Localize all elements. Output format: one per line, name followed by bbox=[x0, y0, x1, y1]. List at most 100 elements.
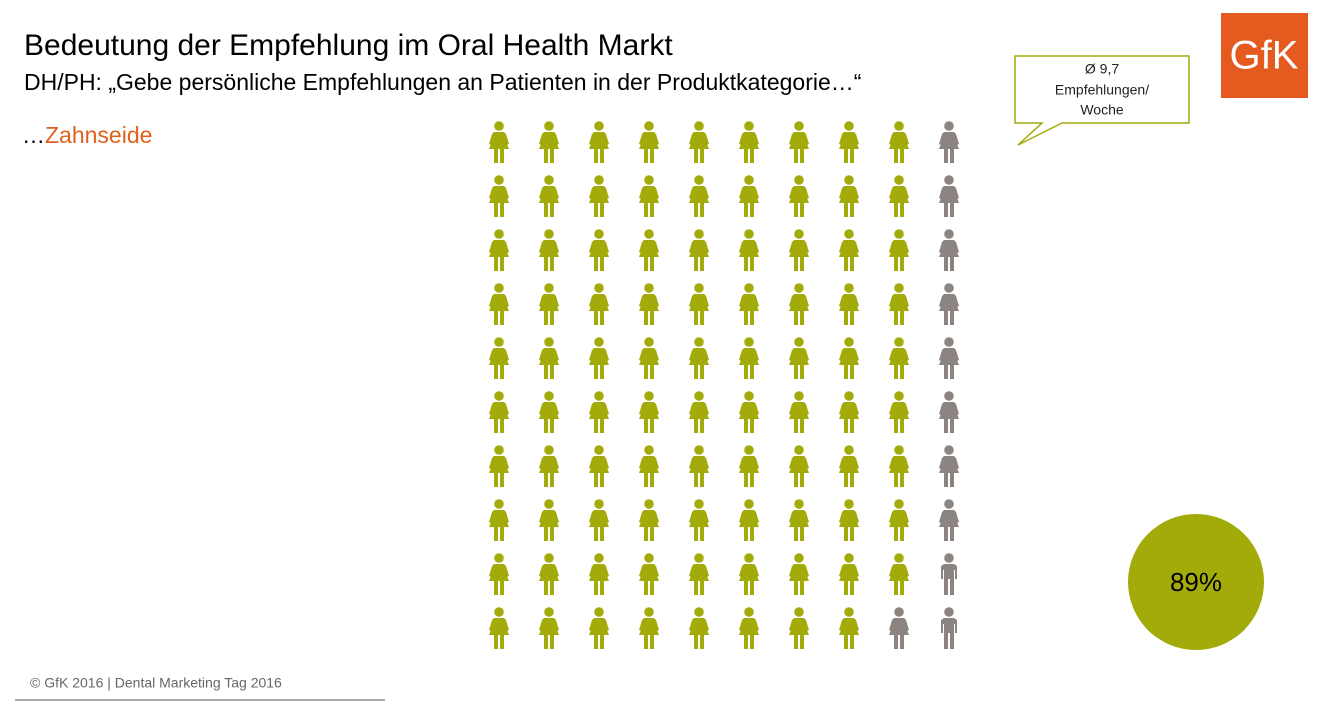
value-label: 89% bbox=[1170, 567, 1222, 597]
icon-filled bbox=[789, 175, 809, 217]
icon-empty bbox=[939, 121, 959, 163]
icon-filled bbox=[789, 121, 809, 163]
icon-filled bbox=[789, 445, 809, 487]
icon-filled bbox=[689, 499, 709, 541]
icon-filled bbox=[889, 337, 909, 379]
icon-filled bbox=[789, 229, 809, 271]
icon-filled bbox=[839, 607, 859, 649]
icon-filled bbox=[639, 391, 659, 433]
icon-filled bbox=[639, 499, 659, 541]
icon-filled bbox=[589, 499, 609, 541]
icon-filled bbox=[839, 553, 859, 595]
icon-filled bbox=[539, 553, 559, 595]
icon-filled bbox=[739, 337, 759, 379]
icon-filled bbox=[639, 229, 659, 271]
icon-filled bbox=[489, 391, 509, 433]
icon-filled bbox=[539, 229, 559, 271]
icon-filled bbox=[489, 607, 509, 649]
icon-filled bbox=[789, 607, 809, 649]
icon-filled bbox=[589, 121, 609, 163]
icon-filled bbox=[689, 391, 709, 433]
category-prefix: … bbox=[22, 122, 45, 148]
icon-filled bbox=[889, 283, 909, 325]
icon-filled bbox=[889, 499, 909, 541]
icon-filled bbox=[739, 445, 759, 487]
icon-filled bbox=[539, 175, 559, 217]
icon-filled bbox=[789, 391, 809, 433]
icon-filled bbox=[739, 229, 759, 271]
logo-box bbox=[1221, 13, 1308, 98]
icon-filled bbox=[889, 391, 909, 433]
icon-empty bbox=[939, 229, 959, 271]
icon-empty bbox=[941, 553, 957, 595]
icon-filled bbox=[589, 229, 609, 271]
icon-filled bbox=[489, 283, 509, 325]
icon-filled bbox=[589, 337, 609, 379]
icon-filled bbox=[739, 121, 759, 163]
icon-filled bbox=[739, 283, 759, 325]
icon-filled bbox=[489, 175, 509, 217]
icon-filled bbox=[489, 121, 509, 163]
category: …Zahnseide bbox=[22, 122, 152, 148]
icon-filled bbox=[839, 499, 859, 541]
icon-filled bbox=[839, 121, 859, 163]
icon-filled bbox=[739, 391, 759, 433]
icon-filled bbox=[539, 337, 559, 379]
icon-filled bbox=[639, 175, 659, 217]
icon-empty bbox=[939, 337, 959, 379]
callout-text: Woche bbox=[1080, 102, 1124, 118]
icon-filled bbox=[589, 283, 609, 325]
icon-filled bbox=[839, 337, 859, 379]
icon-filled bbox=[639, 337, 659, 379]
icon-empty bbox=[939, 499, 959, 541]
icon-empty bbox=[889, 607, 909, 649]
icon-empty bbox=[939, 283, 959, 325]
icon-filled bbox=[689, 445, 709, 487]
icon-filled bbox=[539, 121, 559, 163]
icon-filled bbox=[889, 175, 909, 217]
icon-filled bbox=[489, 499, 509, 541]
icon-filled bbox=[689, 175, 709, 217]
icon-filled bbox=[539, 445, 559, 487]
icon-filled bbox=[589, 391, 609, 433]
icon-filled bbox=[539, 283, 559, 325]
icon-filled bbox=[889, 121, 909, 163]
icon-filled bbox=[489, 229, 509, 271]
icon-filled bbox=[889, 553, 909, 595]
callout-text: Empfehlungen/ bbox=[1055, 82, 1149, 98]
icon-filled bbox=[889, 229, 909, 271]
subtitle: DH/PH: „Gebe persönliche Empfehlungen an… bbox=[24, 69, 861, 95]
icon-filled bbox=[489, 445, 509, 487]
icon-filled bbox=[689, 337, 709, 379]
footer: © GfK 2016 | Dental Marketing Tag 2016 bbox=[30, 675, 282, 691]
icon-filled bbox=[739, 607, 759, 649]
icon-filled bbox=[539, 391, 559, 433]
icon-filled bbox=[689, 553, 709, 595]
icon-filled bbox=[739, 175, 759, 217]
icon-filled bbox=[789, 283, 809, 325]
icon-filled bbox=[589, 445, 609, 487]
icon-filled bbox=[689, 121, 709, 163]
title: Bedeutung der Empfehlung im Oral Health … bbox=[24, 29, 673, 62]
icon-filled bbox=[639, 121, 659, 163]
icon-filled bbox=[839, 229, 859, 271]
category-name: Zahnseide bbox=[45, 122, 152, 148]
callout-box bbox=[1014, 55, 1190, 146]
logo: GfK bbox=[1230, 34, 1299, 78]
icon-filled bbox=[689, 229, 709, 271]
icon-filled bbox=[489, 553, 509, 595]
icon-filled bbox=[539, 499, 559, 541]
icon-filled bbox=[639, 607, 659, 649]
icon-filled bbox=[639, 283, 659, 325]
icon-filled bbox=[789, 553, 809, 595]
icon-filled bbox=[839, 175, 859, 217]
icon-empty bbox=[939, 445, 959, 487]
icon-filled bbox=[739, 499, 759, 541]
icon-empty bbox=[941, 607, 957, 649]
icon-filled bbox=[689, 607, 709, 649]
icon-empty bbox=[939, 175, 959, 217]
callout-text: Ø 9,7 bbox=[1085, 61, 1119, 77]
icon-filled bbox=[789, 337, 809, 379]
icon-filled bbox=[889, 445, 909, 487]
